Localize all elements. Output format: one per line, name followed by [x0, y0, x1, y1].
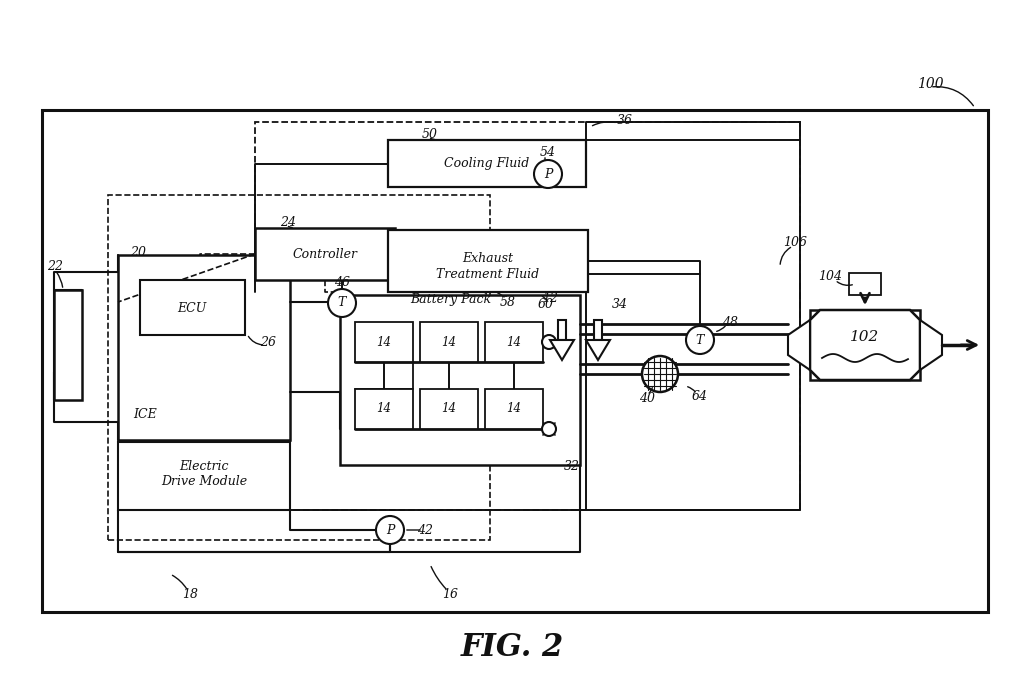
- Text: ICE: ICE: [133, 408, 157, 421]
- Polygon shape: [810, 310, 920, 380]
- Text: 50: 50: [422, 128, 438, 140]
- Text: 42: 42: [417, 524, 433, 537]
- Text: 58: 58: [500, 295, 516, 308]
- Text: Battery Pack: Battery Pack: [410, 293, 492, 306]
- Polygon shape: [586, 340, 610, 360]
- Bar: [140, 280, 245, 335]
- Text: Cooling Fluid: Cooling Fluid: [444, 158, 529, 170]
- Bar: [485, 322, 543, 362]
- Circle shape: [542, 422, 556, 436]
- Text: 60: 60: [538, 297, 554, 310]
- Circle shape: [328, 289, 356, 317]
- Bar: [355, 389, 413, 429]
- Bar: [118, 255, 290, 440]
- Text: 106: 106: [783, 235, 807, 248]
- Text: Controller: Controller: [293, 248, 357, 261]
- Text: P: P: [544, 168, 552, 181]
- Text: 64: 64: [692, 391, 708, 404]
- Text: 20: 20: [130, 246, 146, 258]
- Text: 102: 102: [850, 330, 880, 344]
- Bar: [810, 310, 920, 380]
- Text: 32: 32: [564, 460, 580, 473]
- Text: 34: 34: [612, 297, 628, 310]
- Bar: [388, 230, 588, 292]
- Bar: [108, 195, 490, 540]
- Bar: [485, 389, 543, 429]
- Text: 16: 16: [442, 587, 458, 600]
- Bar: [558, 320, 566, 340]
- Text: FIG. 2: FIG. 2: [461, 632, 563, 662]
- Text: 14: 14: [441, 336, 457, 349]
- Text: 100: 100: [916, 77, 943, 91]
- Text: 36: 36: [617, 113, 633, 126]
- Text: ECU: ECU: [177, 301, 207, 314]
- Text: 26: 26: [260, 336, 276, 349]
- Text: 14: 14: [507, 336, 521, 349]
- Bar: [255, 228, 395, 280]
- Text: 14: 14: [377, 336, 391, 349]
- Text: 48: 48: [722, 316, 738, 329]
- Text: 14: 14: [441, 402, 457, 415]
- Circle shape: [542, 335, 556, 349]
- Text: Exhaust: Exhaust: [463, 252, 513, 265]
- Polygon shape: [788, 320, 810, 370]
- Bar: [54, 290, 82, 400]
- Bar: [118, 442, 290, 510]
- Bar: [255, 122, 800, 510]
- Text: 40: 40: [639, 391, 655, 404]
- Text: 24: 24: [280, 216, 296, 228]
- Bar: [849, 273, 881, 295]
- Text: 46: 46: [334, 276, 350, 288]
- Circle shape: [534, 160, 562, 188]
- Text: 22: 22: [47, 261, 63, 273]
- Polygon shape: [550, 340, 574, 360]
- Text: P: P: [386, 524, 394, 537]
- Text: 14: 14: [377, 402, 391, 415]
- Bar: [42, 110, 988, 612]
- Text: Electric
Drive Module: Electric Drive Module: [161, 460, 247, 488]
- Text: T: T: [696, 333, 705, 346]
- Bar: [388, 140, 586, 187]
- Circle shape: [642, 356, 678, 392]
- Circle shape: [376, 516, 404, 544]
- Text: T: T: [338, 297, 346, 310]
- Bar: [355, 322, 413, 362]
- Bar: [340, 295, 580, 465]
- Text: 18: 18: [182, 587, 198, 600]
- Polygon shape: [920, 320, 942, 370]
- Bar: [420, 389, 478, 429]
- Circle shape: [686, 326, 714, 354]
- Text: 104: 104: [818, 271, 842, 284]
- Text: 12: 12: [542, 293, 558, 306]
- Text: Treatment Fluid: Treatment Fluid: [436, 267, 540, 280]
- Bar: [420, 322, 478, 362]
- Bar: [594, 320, 602, 340]
- Text: 14: 14: [507, 402, 521, 415]
- Text: 54: 54: [540, 147, 556, 160]
